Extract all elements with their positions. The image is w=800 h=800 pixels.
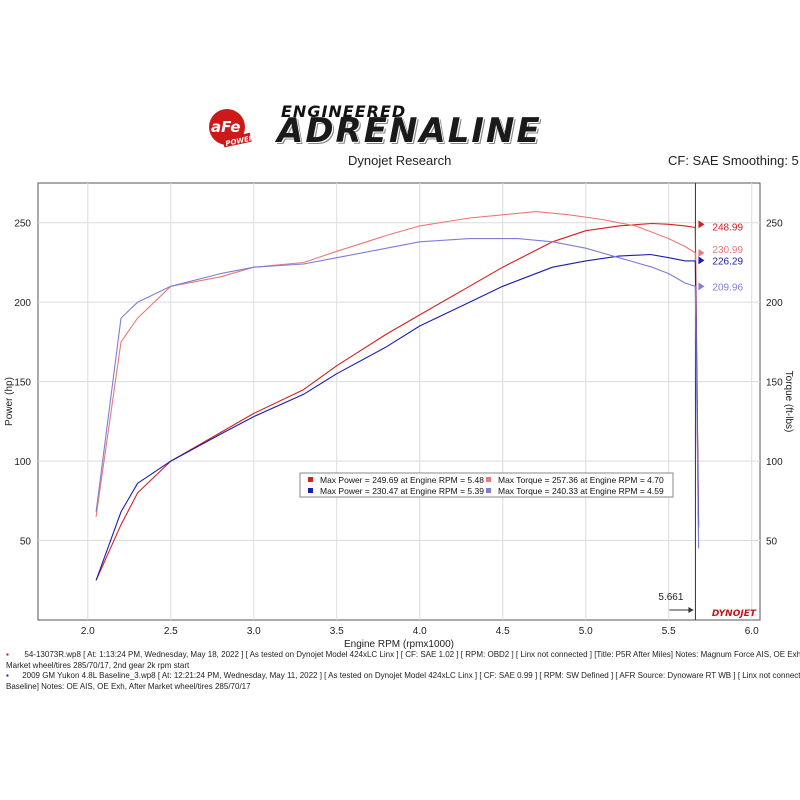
x-tick-label: 4.5 <box>496 626 510 637</box>
x-tick-label: 3.5 <box>330 626 344 637</box>
end-value-red_power: 248.99 <box>712 222 743 233</box>
legend-swatch-blue_power <box>308 488 313 493</box>
run1-marker: ▪ <box>6 650 9 659</box>
x-tick-label: 2.5 <box>164 626 178 637</box>
x-axis-title: Engine RPM (rpmx1000) <box>344 639 454 650</box>
run1-notes-line1: ▪ 54-13073R.wp8 [ At: 1:13:24 PM, Wednes… <box>6 650 800 659</box>
y-tick-label-right: 150 <box>766 378 783 389</box>
y-tick-label-left: 200 <box>14 298 31 309</box>
end-marker-blue_torque <box>698 282 705 291</box>
run2-marker: ▪ <box>6 671 9 680</box>
legend-entry-red_power: Max Power = 249.69 at Engine RPM = 5.48 <box>320 475 484 485</box>
logo-engineered: ENGINEERED <box>281 102 407 121</box>
afe-power-badge-icon: aFe POWER <box>209 109 255 148</box>
y-axis-title-left: Power (hp) <box>4 377 15 426</box>
chart-source-title: Dynojet Research <box>348 153 452 168</box>
x-tick-label: 2.0 <box>81 626 95 637</box>
y-tick-label-left: 50 <box>20 537 32 548</box>
correction-factor-label: CF: SAE Smoothing: 5 <box>668 153 799 168</box>
x-tick-label: 6.0 <box>745 626 759 637</box>
x-tick-label: 5.5 <box>662 626 676 637</box>
y-tick-label-left: 150 <box>14 378 31 389</box>
end-value-red_torque: 230.99 <box>712 245 743 256</box>
legend-swatch-red_power <box>308 477 313 482</box>
adrenaline-logo: aFe POWER ENGINEERED ADRENALINE <box>205 95 605 155</box>
run-notes: ▪ 54-13073R.wp8 [ At: 1:13:24 PM, Wednes… <box>0 650 800 692</box>
y-tick-label-right: 50 <box>766 537 778 548</box>
end-marker-red_power <box>698 220 705 229</box>
dynojet-watermark: DYNOJET <box>712 609 757 619</box>
legend-entry-red_torque: Max Torque = 257.36 at Engine RPM = 4.70 <box>498 475 664 485</box>
end-marker-red_torque <box>698 248 705 257</box>
rpm-cursor-arrow <box>688 607 694 613</box>
y-tick-label-left: 100 <box>14 457 31 468</box>
series-line-blue_power <box>95 253 700 581</box>
series-line-blue_torque <box>95 238 700 549</box>
y-tick-label-right: 250 <box>766 219 783 230</box>
x-tick-label: 4.0 <box>413 626 427 637</box>
end-value-blue_torque: 209.96 <box>712 282 743 293</box>
legend-swatch-blue_torque <box>486 488 491 493</box>
run2-notes-line1: ▪ 2009 GM Yukon 4.8L Baseline_3.wp8 [ At… <box>6 671 800 680</box>
rpm-cursor-value: 5.661 <box>658 592 683 603</box>
end-value-blue_power: 226.29 <box>712 256 743 267</box>
svg-text:aFe: aFe <box>211 118 240 136</box>
run2-notes-line2: Baseline] Notes: OE AIS, OE Exh, After M… <box>6 681 251 691</box>
y-tick-label-right: 200 <box>766 298 783 309</box>
legend-swatch-red_torque <box>486 477 491 482</box>
legend-entry-blue_power: Max Power = 230.47 at Engine RPM = 5.39 <box>320 486 484 496</box>
plot-area <box>37 182 761 621</box>
x-tick-label: 5.0 <box>579 626 593 637</box>
logo-adrenaline: ADRENALINE <box>277 111 542 151</box>
run1-notes-line2: Market wheel/tires 285/70/17, 2nd gear 2… <box>6 660 190 670</box>
end-marker-blue_power <box>698 256 705 265</box>
x-tick-label: 3.0 <box>247 626 261 637</box>
y-tick-label-left: 250 <box>14 219 31 230</box>
legend-entry-blue_torque: Max Torque = 240.33 at Engine RPM = 4.59 <box>498 486 664 496</box>
y-axis-title-right: Torque (ft-lbs) <box>783 371 794 433</box>
y-tick-label-right: 100 <box>766 457 783 468</box>
